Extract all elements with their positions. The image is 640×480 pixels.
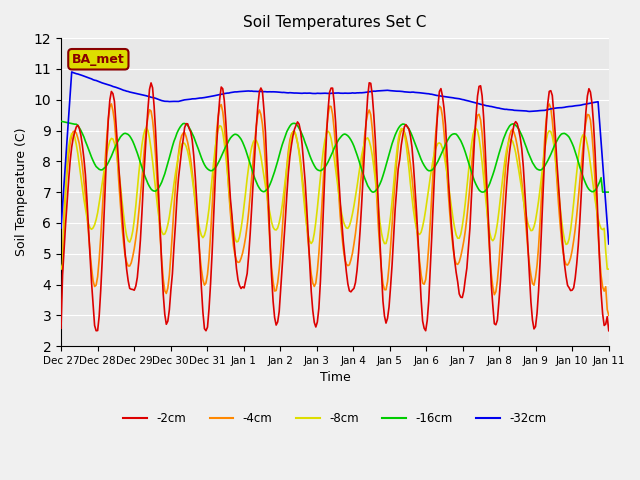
Text: BA_met: BA_met [72,53,125,66]
Legend: -2cm, -4cm, -8cm, -16cm, -32cm: -2cm, -4cm, -8cm, -16cm, -32cm [118,408,551,430]
Y-axis label: Soil Temperature (C): Soil Temperature (C) [15,128,28,256]
Title: Soil Temperatures Set C: Soil Temperatures Set C [243,15,427,30]
X-axis label: Time: Time [319,372,350,384]
